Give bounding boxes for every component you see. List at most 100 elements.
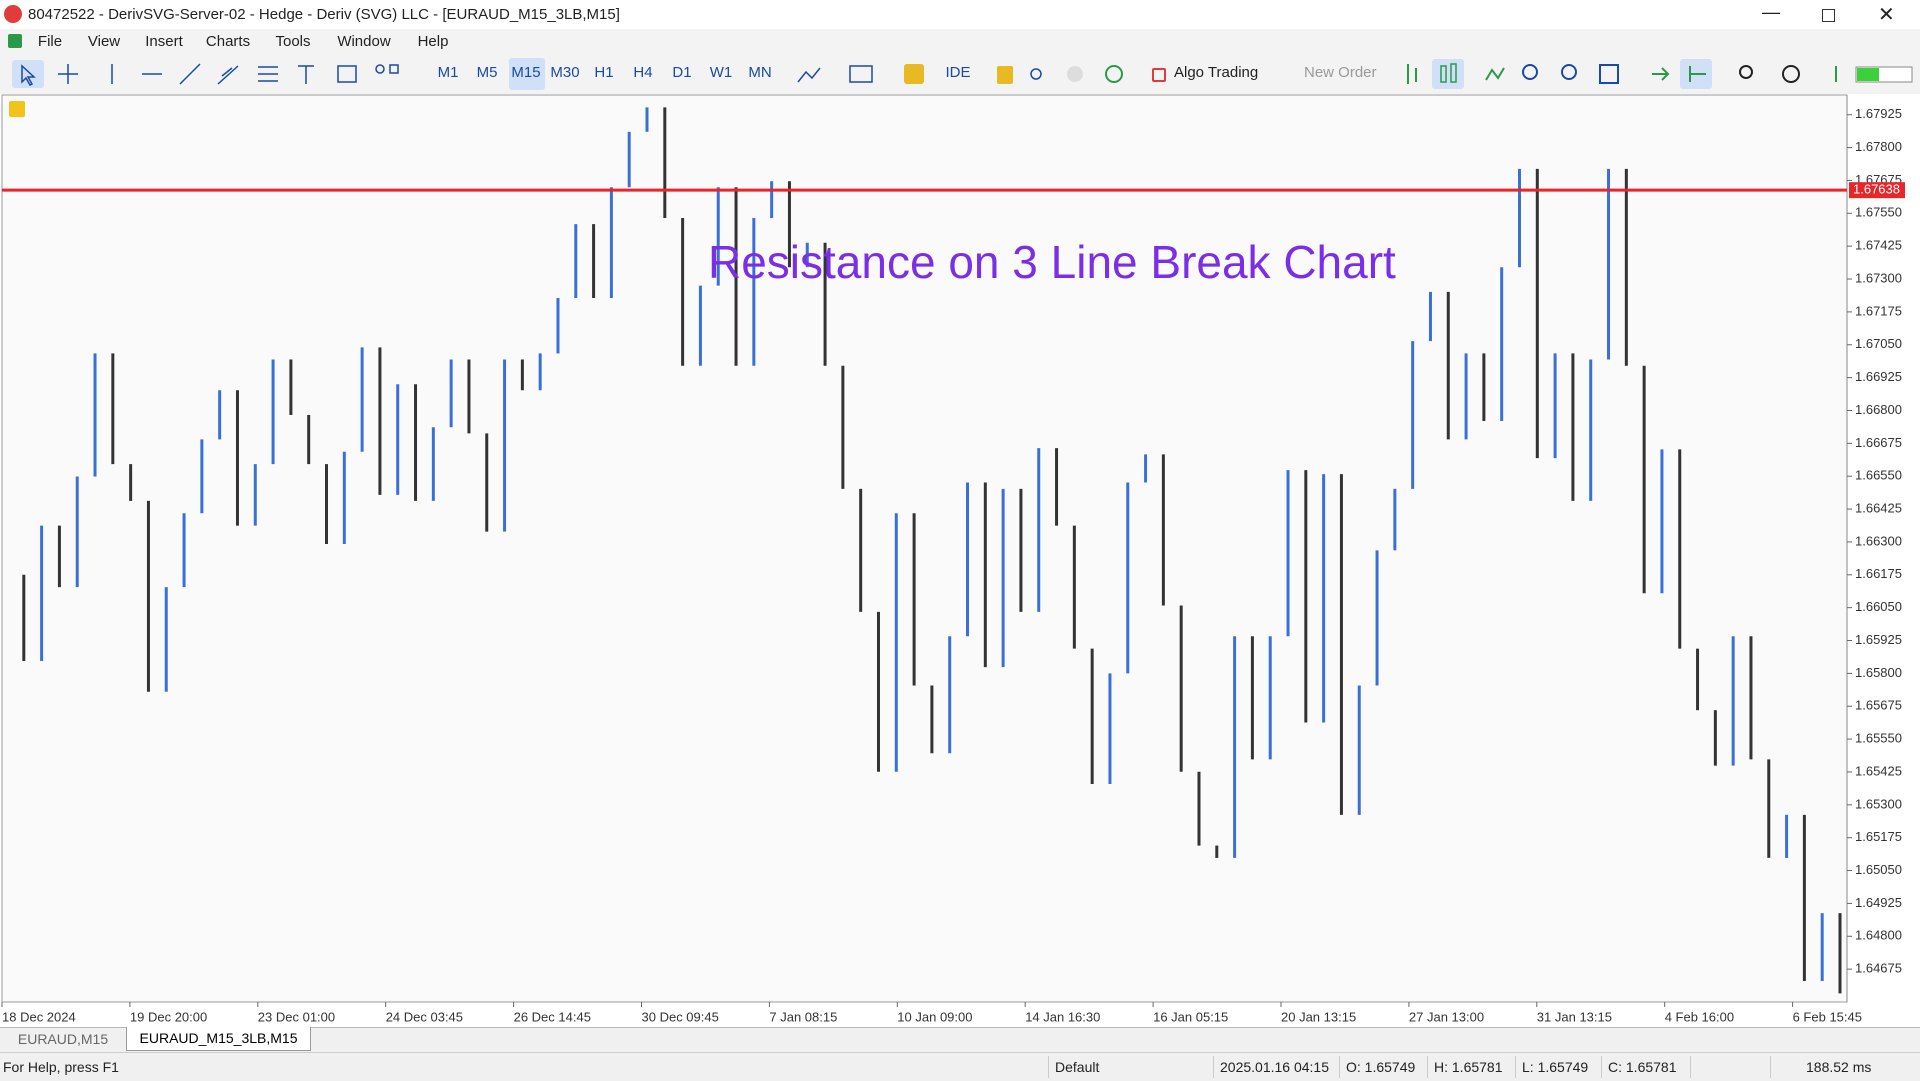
search-button[interactable] — [1739, 65, 1753, 79]
minimize-button[interactable]: — — [1762, 2, 1780, 22]
y-tick-label: 1.66425 — [1855, 501, 1902, 516]
x-tick-label: 4 Feb 16:00 — [1665, 1009, 1734, 1024]
y-tick-label: 1.67300 — [1855, 270, 1902, 285]
timeframe-button[interactable]: M15 — [511, 64, 541, 81]
indicators-button[interactable] — [849, 65, 873, 83]
resistance-label-bg — [1849, 182, 1905, 199]
y-tick-label: 1.65925 — [1855, 632, 1902, 647]
timeframe-button[interactable]: M1 — [437, 64, 459, 81]
ide-button[interactable]: IDE — [945, 64, 971, 81]
timeframe-button[interactable]: D1 — [672, 64, 692, 81]
market-button[interactable] — [904, 64, 924, 84]
menu-icon — [8, 34, 22, 48]
crosshair-tool[interactable] — [58, 64, 78, 84]
cursor-tool[interactable] — [21, 64, 36, 86]
maximize-button[interactable] — [1822, 9, 1835, 22]
tile-button[interactable] — [1599, 64, 1619, 84]
channel-tool[interactable] — [217, 65, 239, 85]
account-button[interactable] — [1782, 65, 1800, 83]
status-high: H: 1.65781 — [1434, 1059, 1503, 1075]
view-tools — [1407, 59, 1913, 89]
candles-button[interactable] — [1440, 65, 1447, 83]
x-tick-label: 23 Dec 01:00 — [258, 1009, 335, 1024]
menu-item[interactable]: Tools — [275, 33, 311, 50]
shift-button[interactable] — [1689, 66, 1706, 82]
candles-active — [1432, 59, 1464, 89]
y-tick-label: 1.67550 — [1855, 205, 1902, 220]
line-button[interactable] — [1485, 67, 1505, 81]
timeframe-button[interactable]: M5 — [476, 64, 498, 81]
text-tool[interactable] — [298, 65, 314, 84]
close-button[interactable]: ✕ — [1878, 4, 1895, 26]
y-tick-label: 1.65550 — [1855, 731, 1902, 746]
y-tick-label: 1.65300 — [1855, 796, 1902, 811]
objects-tool[interactable] — [375, 64, 385, 74]
zoom-out-button[interactable] — [1561, 64, 1577, 80]
x-tick-label: 7 Jan 08:15 — [769, 1009, 837, 1024]
status-profile: Default — [1055, 1059, 1100, 1075]
window-title: 80472522 - DerivSVG-Server-02 - Hedge - … — [28, 6, 620, 23]
zoom-in-button[interactable] — [1522, 64, 1538, 80]
menu-bar: File View Insert Charts Tools Window Help — [0, 29, 1920, 54]
x-tick-label: 27 Jan 13:00 — [1409, 1009, 1484, 1024]
y-tick-label: 1.65675 — [1855, 698, 1902, 713]
y-tick-label: 1.67050 — [1855, 336, 1902, 351]
menu-item[interactable]: View — [87, 33, 121, 50]
trade-icon — [9, 101, 25, 117]
web-button[interactable] — [1105, 65, 1123, 83]
menu-item[interactable]: Help — [417, 33, 449, 50]
y-tick-label: 1.66050 — [1855, 599, 1902, 614]
fibo-tool[interactable] — [258, 66, 278, 82]
status-bar: For Help, press F1 Default 2025.01.16 04:1… — [0, 1052, 1920, 1081]
scroll-button[interactable] — [1652, 67, 1670, 81]
annotation: Resistance on 3 Line Break Chart — [708, 236, 1396, 288]
vps-button[interactable] — [997, 66, 1013, 84]
menu-item[interactable]: File — [37, 33, 63, 50]
status-help: For Help, press F1 — [3, 1059, 119, 1075]
cloud-button[interactable] — [1067, 66, 1083, 82]
y-tick-label: 1.66300 — [1855, 533, 1902, 548]
active-timeframe — [509, 58, 545, 90]
y-tick-label: 1.64800 — [1855, 928, 1902, 943]
trend-tool[interactable] — [179, 63, 201, 85]
y-tick-label: 1.67800 — [1855, 139, 1902, 154]
resistance-label: 1.67638 — [1853, 182, 1900, 197]
status-separator — [1601, 1056, 1602, 1078]
signals-button[interactable] — [1030, 68, 1042, 80]
menu-item[interactable]: Charts — [205, 33, 251, 50]
y-tick-label: 1.66925 — [1855, 369, 1902, 384]
objects-tool[interactable] — [389, 64, 399, 74]
status-separator — [1770, 1056, 1771, 1078]
bars-button[interactable] — [1407, 64, 1417, 84]
connection-level — [1857, 68, 1879, 81]
timeframe-button[interactable]: W1 — [709, 64, 733, 81]
timeframe-button[interactable]: MN — [748, 64, 772, 81]
chart-tabs: EURAUD,M15 EURAUD_M15_3LB,M15 — [0, 1027, 1920, 1052]
status-separator — [1339, 1056, 1340, 1078]
chart-tab[interactable]: EURAUD_M15_3LB,M15 — [126, 1027, 311, 1051]
chart-tab[interactable]: EURAUD,M15 — [17, 1031, 109, 1047]
y-tick-label: 1.66550 — [1855, 468, 1902, 483]
candles-button[interactable] — [1450, 63, 1457, 83]
status-separator — [1427, 1056, 1428, 1078]
menu-item[interactable]: Window — [337, 33, 391, 50]
x-tick-label: 19 Dec 20:00 — [130, 1009, 207, 1024]
menu-item[interactable]: Insert — [145, 33, 183, 50]
new-order-button[interactable]: New Order — [1304, 64, 1377, 81]
timeframe-button[interactable]: H1 — [594, 64, 614, 81]
algo-trading-button[interactable]: Algo Trading — [1174, 64, 1259, 81]
plot-area — [1, 94, 1848, 1003]
timeframe-button[interactable]: H4 — [633, 64, 653, 81]
y-tick-label: 1.65050 — [1855, 862, 1902, 877]
drawing-tools — [12, 60, 399, 88]
x-tick-label: 20 Jan 13:15 — [1281, 1009, 1356, 1024]
status-separator — [1213, 1056, 1214, 1078]
chart-type-button[interactable] — [797, 67, 821, 83]
shape-tool[interactable] — [337, 65, 357, 83]
x-tick-label: 14 Jan 16:30 — [1025, 1009, 1100, 1024]
chart: 1.679251.678001.676751.675501.674251.673… — [0, 94, 1920, 1027]
timeframe-button[interactable]: M30 — [550, 64, 580, 81]
status-ping: 188.52 ms — [1806, 1059, 1872, 1075]
x-tick-label: 16 Jan 05:15 — [1153, 1009, 1228, 1024]
